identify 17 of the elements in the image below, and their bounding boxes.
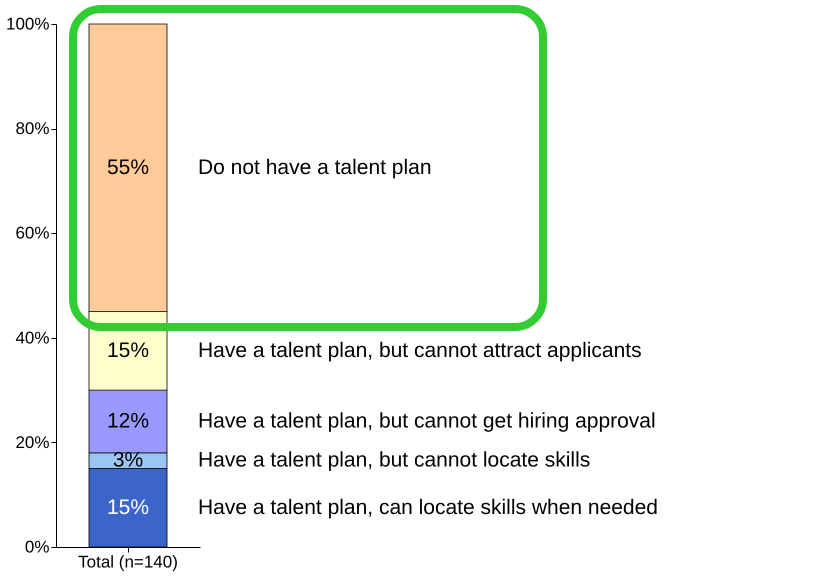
- y-tick-label: 0%: [24, 538, 50, 556]
- series-label: Have a talent plan, but cannot get hiring approval: [198, 409, 656, 432]
- series-label: Have a talent plan, but cannot locate skills: [198, 448, 590, 472]
- y-tick-label: 60%: [15, 224, 50, 243]
- data-label: 15%: [106, 496, 150, 519]
- series-label: Have a talent plan, but cannot attract applicants: [198, 338, 642, 362]
- x-tick-label: Total (n=140): [78, 552, 178, 572]
- data-label: 3%: [112, 448, 144, 472]
- y-tick-label: 40%: [15, 328, 50, 348]
- data-label: 15%: [106, 338, 150, 362]
- data-label: 55%: [106, 156, 150, 179]
- series-label: Do not have a talent plan: [198, 156, 432, 179]
- y-tick-label: 80%: [15, 119, 50, 138]
- data-label: 12%: [106, 409, 150, 432]
- y-tick-label: 20%: [15, 432, 50, 452]
- series-label: Have a talent plan, can locate skills when needed: [198, 496, 658, 519]
- y-tick-label: 100%: [6, 14, 50, 34]
